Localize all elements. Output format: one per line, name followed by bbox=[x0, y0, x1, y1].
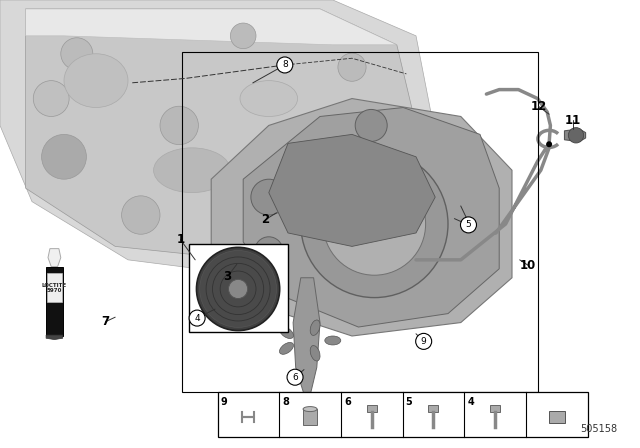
Text: 1: 1 bbox=[177, 233, 184, 246]
Circle shape bbox=[568, 128, 584, 143]
Bar bbox=[189, 244, 288, 332]
Text: 2: 2 bbox=[262, 213, 269, 226]
Circle shape bbox=[230, 23, 256, 49]
Text: 11: 11 bbox=[564, 113, 581, 127]
Text: 5: 5 bbox=[406, 397, 412, 407]
Ellipse shape bbox=[280, 327, 294, 339]
Circle shape bbox=[287, 369, 303, 385]
Circle shape bbox=[338, 53, 366, 81]
Bar bbox=[47, 273, 62, 302]
Circle shape bbox=[416, 333, 432, 349]
Ellipse shape bbox=[154, 148, 230, 193]
Circle shape bbox=[251, 179, 287, 215]
Bar bbox=[46, 267, 63, 336]
Polygon shape bbox=[46, 335, 63, 340]
Text: 12: 12 bbox=[531, 100, 547, 113]
Text: 4: 4 bbox=[195, 314, 200, 323]
Text: LOCTITE
5970: LOCTITE 5970 bbox=[42, 283, 67, 293]
Polygon shape bbox=[293, 278, 320, 394]
Text: 6: 6 bbox=[292, 373, 298, 382]
Text: 7: 7 bbox=[102, 315, 109, 328]
Circle shape bbox=[255, 237, 283, 265]
Text: 4: 4 bbox=[467, 397, 474, 407]
Polygon shape bbox=[564, 129, 586, 142]
Ellipse shape bbox=[310, 345, 320, 361]
Polygon shape bbox=[269, 134, 435, 246]
Circle shape bbox=[546, 141, 552, 147]
Ellipse shape bbox=[325, 336, 341, 345]
Bar bbox=[303, 409, 317, 425]
Circle shape bbox=[323, 173, 426, 275]
Circle shape bbox=[461, 217, 476, 233]
Ellipse shape bbox=[310, 320, 320, 336]
Polygon shape bbox=[243, 108, 499, 327]
Ellipse shape bbox=[280, 342, 294, 354]
Polygon shape bbox=[26, 9, 416, 260]
Bar bbox=[490, 405, 500, 412]
Circle shape bbox=[277, 57, 293, 73]
Text: 10: 10 bbox=[520, 258, 536, 272]
Bar bbox=[182, 52, 538, 392]
Polygon shape bbox=[26, 9, 397, 45]
Circle shape bbox=[160, 106, 198, 145]
Text: 5: 5 bbox=[466, 220, 471, 229]
Text: 9: 9 bbox=[221, 397, 227, 407]
Circle shape bbox=[33, 81, 69, 116]
Bar bbox=[428, 405, 438, 412]
Ellipse shape bbox=[64, 54, 128, 108]
Circle shape bbox=[61, 38, 93, 70]
Bar bbox=[548, 411, 564, 423]
Text: 9: 9 bbox=[421, 337, 426, 346]
Circle shape bbox=[228, 280, 248, 298]
Circle shape bbox=[301, 151, 448, 297]
Circle shape bbox=[272, 141, 304, 173]
Circle shape bbox=[189, 310, 205, 326]
Bar bbox=[218, 392, 588, 437]
Circle shape bbox=[200, 250, 276, 327]
Text: 8: 8 bbox=[282, 397, 289, 407]
Circle shape bbox=[42, 134, 86, 179]
Circle shape bbox=[122, 196, 160, 234]
Text: 505158: 505158 bbox=[580, 424, 618, 434]
Text: 8: 8 bbox=[282, 60, 287, 69]
Ellipse shape bbox=[303, 407, 317, 412]
Text: 6: 6 bbox=[344, 397, 351, 407]
Circle shape bbox=[196, 247, 280, 331]
Polygon shape bbox=[0, 0, 435, 278]
Ellipse shape bbox=[240, 81, 298, 116]
Bar bbox=[367, 405, 377, 412]
Polygon shape bbox=[48, 249, 61, 267]
Text: 3: 3 bbox=[223, 270, 231, 284]
Polygon shape bbox=[211, 99, 512, 336]
Circle shape bbox=[355, 109, 387, 142]
